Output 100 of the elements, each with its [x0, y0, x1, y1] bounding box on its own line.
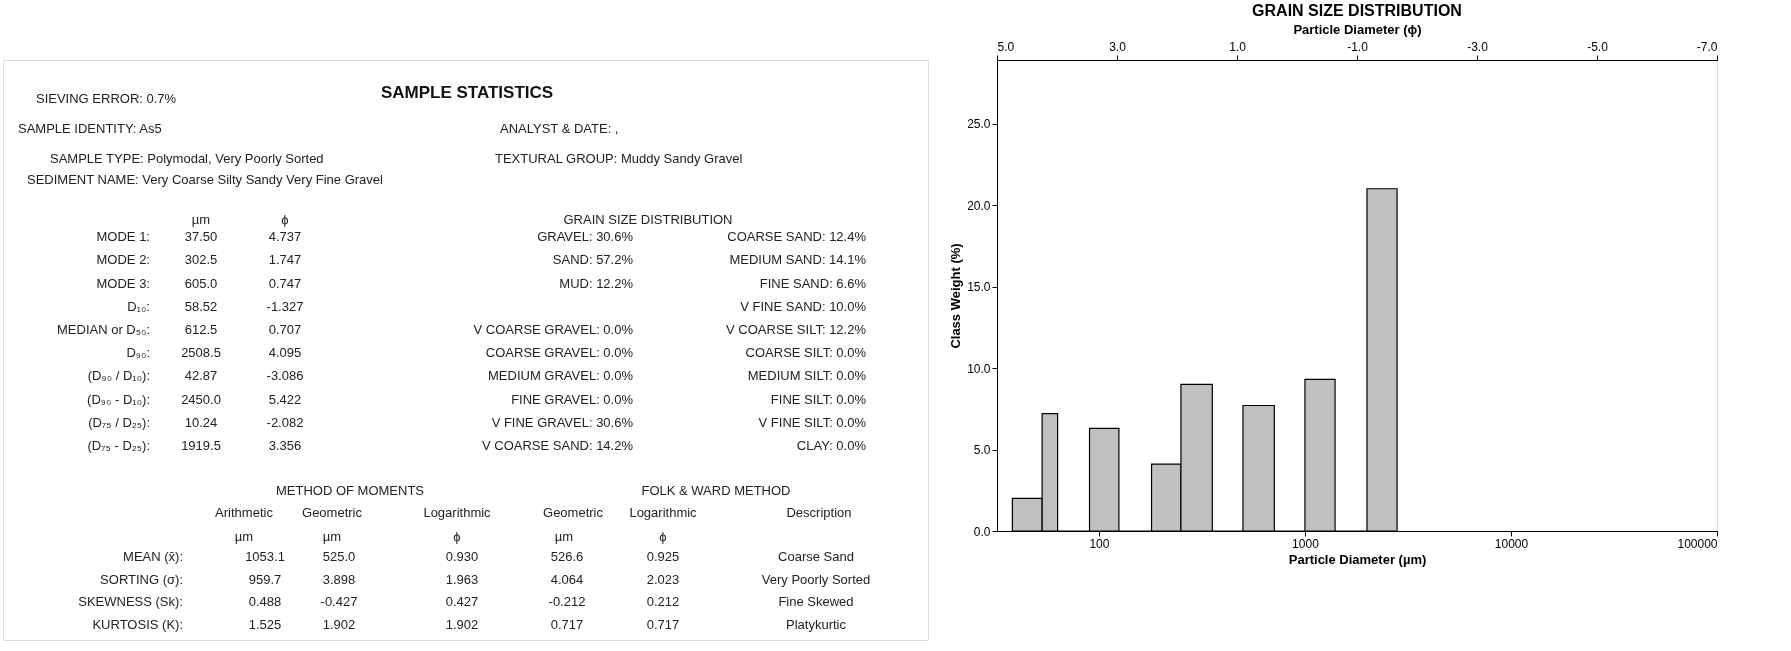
text: Logarithmic [629, 505, 698, 521]
text: METHOD OF MOMENTS [275, 482, 425, 498]
y-tick-label: 25.0 [967, 117, 991, 132]
text: (D₉₀ - D₁₀): [87, 391, 150, 407]
text: SIEVING ERROR: 0.7% [36, 90, 177, 106]
text: 3.898 [322, 571, 356, 587]
text: FINE GRAVEL: 0.0% [511, 391, 634, 407]
text: (D₇₅ - D₂₅): [87, 437, 150, 453]
text: µm [554, 528, 574, 544]
text: MEDIUM SAND: 14.1% [729, 252, 867, 268]
text: FINE SAND: 6.6% [759, 275, 867, 291]
chart-title: GRAIN SIZE DISTRIBUTION [1252, 2, 1462, 19]
text: CLAY: 0.0% [796, 437, 867, 453]
x-tick-label: 1000 [1292, 536, 1320, 551]
text: 1919.5 [181, 437, 221, 453]
x-axis-title: Particle Diameter (µm) [1288, 551, 1427, 567]
text: 2508.5 [181, 345, 221, 361]
text: 525.0 [322, 549, 356, 565]
x2-tick-label: -7.0 [1696, 39, 1718, 54]
text: MEDIAN or D₅₀: [57, 321, 150, 337]
text: 605.0 [184, 275, 218, 291]
y-tick-label: 5.0 [973, 443, 991, 458]
y-tick-label: 20.0 [967, 198, 991, 213]
text: SEDIMENT NAME: Very Coarse Silty Sandy Very Fine Gravel [27, 171, 384, 187]
text: SAMPLE TYPE: Polymodal, Very Poorly Sorted [50, 150, 324, 166]
text: V COARSE SAND: 14.2% [482, 437, 634, 453]
text: MODE 1: [96, 229, 150, 245]
text: MEDIUM SILT: 0.0% [747, 368, 867, 384]
text: 0.930 [445, 549, 479, 565]
text: Arithmetic [215, 505, 274, 521]
text: 1.902 [322, 616, 356, 632]
text: COARSE GRAVEL: 0.0% [485, 345, 634, 361]
text: V FINE GRAVEL: 30.6% [491, 414, 634, 430]
text: -2.082 [266, 414, 304, 430]
text: KURTOSIS (K): [92, 616, 183, 632]
x-tick-label: 100000 [1677, 536, 1718, 551]
x2-axis-title: Particle Diameter (ϕ) [1293, 21, 1422, 37]
x2-tick-label: -1.0 [1347, 39, 1369, 54]
text: V COARSE SILT: 12.2% [726, 321, 867, 337]
text: (D₉₀ / D₁₀): [87, 368, 150, 384]
text: MEAN (x̄): [123, 549, 183, 565]
text: 58.52 [184, 298, 218, 314]
text: SAMPLE IDENTITY: As5 [18, 121, 162, 137]
text: Geometric [302, 505, 363, 521]
text: ϕ [659, 528, 667, 544]
text: SORTING (σ): [100, 571, 183, 587]
text: 10.24 [184, 414, 218, 430]
text: Geometric [543, 505, 604, 521]
y-axis-title: Class Weight (%) [948, 243, 964, 349]
text: GRAVEL: 30.6% [537, 229, 634, 245]
text: MUD: 12.2% [559, 275, 634, 291]
text: 0.747 [268, 275, 302, 291]
text: 1.747 [268, 252, 302, 268]
x2-tick-label: -3.0 [1467, 39, 1489, 54]
text: -3.086 [266, 368, 304, 384]
text: COARSE SILT: 0.0% [745, 345, 867, 361]
text: Very Poorly Sorted [761, 571, 871, 587]
text: 302.5 [184, 252, 218, 268]
text: 1.963 [445, 571, 479, 587]
text: 2450.0 [181, 391, 221, 407]
text: 2.023 [646, 571, 680, 587]
text: -1.327 [266, 298, 304, 314]
text: COARSE SAND: 12.4% [727, 229, 867, 245]
text: 5.422 [268, 391, 302, 407]
text: FOLK & WARD METHOD [641, 482, 791, 498]
text: FINE SILT: 0.0% [770, 391, 867, 407]
x2-tick-label: 3.0 [1109, 39, 1127, 54]
text: 0.717 [646, 616, 680, 632]
text: Logarithmic [423, 505, 492, 521]
text: 4.064 [550, 571, 584, 587]
text: 612.5 [184, 321, 218, 337]
text: ϕ [281, 212, 289, 228]
text: V COARSE GRAVEL: 0.0% [473, 321, 634, 337]
text: 0.925 [646, 549, 680, 565]
y-tick-label: 15.0 [967, 280, 991, 295]
text: MODE 3: [96, 275, 150, 291]
text: ANALYST & DATE: , [500, 121, 619, 137]
text: (D₇₅ / D₂₅): [88, 414, 150, 430]
text: 1.902 [445, 616, 479, 632]
text: MODE 2: [96, 252, 150, 268]
text: 0.212 [646, 594, 680, 610]
text: µm [322, 528, 342, 544]
text: 1053.1 [245, 549, 285, 565]
text: 4.737 [268, 229, 302, 245]
text: 37.50 [184, 229, 218, 245]
text: Fine Skewed [778, 594, 854, 610]
text: 3.356 [268, 437, 302, 453]
y-tick-label: 0.0 [973, 524, 991, 539]
text: Coarse Sand [778, 549, 854, 565]
text: V FINE SAND: 10.0% [740, 298, 867, 314]
text: 959.7 [248, 571, 282, 587]
text: V FINE SILT: 0.0% [758, 414, 867, 430]
text: SKEWNESS (Sk): [78, 594, 183, 610]
text: 42.87 [184, 368, 218, 384]
text: 0.717 [550, 616, 584, 632]
text: 0.427 [445, 594, 479, 610]
x2-tick-label: -5.0 [1587, 39, 1609, 54]
x2-tick-label: 1.0 [1229, 39, 1247, 54]
text: SAMPLE STATISTICS [380, 83, 554, 103]
text: Description [786, 505, 852, 521]
